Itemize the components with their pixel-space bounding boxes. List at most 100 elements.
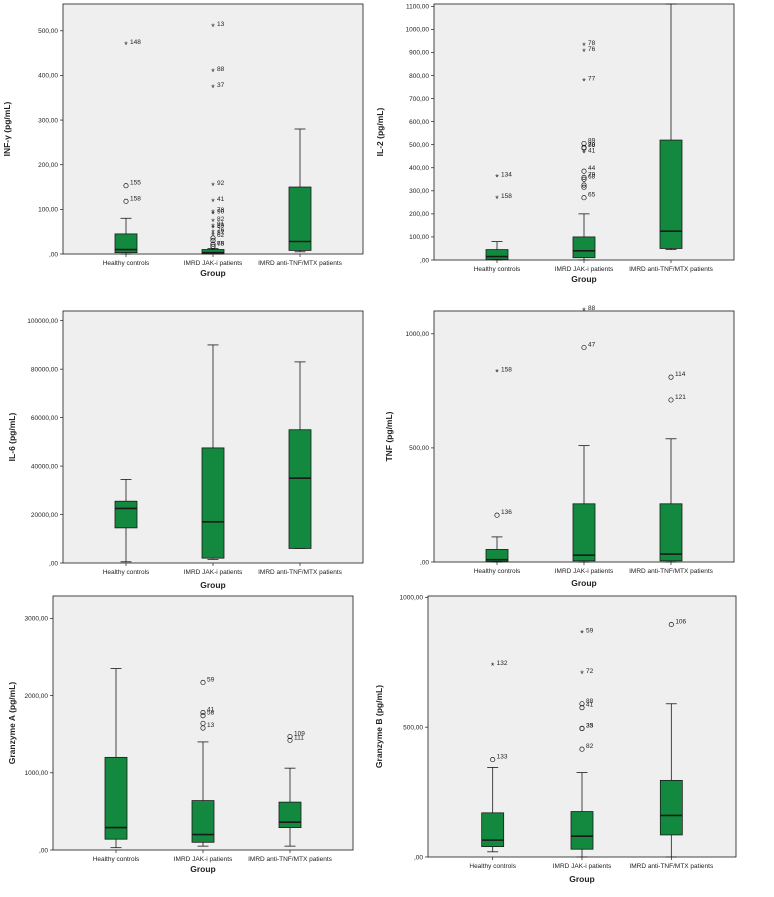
box-iqr [104,756,128,840]
x-category-label: Healthy controls [474,568,521,575]
outlier-label: 88 [586,698,594,705]
outlier-label: 158 [130,195,141,202]
outlier-label: 76 [588,46,596,53]
box-iqr [572,236,596,259]
y-axis-title: INF-γ (pg/mL) [2,101,12,156]
outlier-circle [581,176,587,182]
y-tick-label: 40000,00 [31,463,58,470]
outlier-label: 158 [501,367,512,374]
outlier-star: * [211,208,215,218]
outlier-star: * [582,76,586,86]
y-tick-label: 500,00 [409,445,429,452]
chart-panel-4: ,00 500,00 1000,00 Healthy controls IMRD JAK… [384,305,735,588]
chart-panel-6: ,00 500,00 1000,00 Healthy controls IMRD JAK… [374,595,737,884]
outlier-circle [200,679,206,686]
outlier-label: 65 [588,192,596,199]
x-category-label: Healthy controls [469,863,516,870]
x-category-label: IMRD JAK-i patients [555,568,614,575]
x-category-label: IMRD anti-TNF/MTX patients [629,568,714,575]
outlier-star: * [211,83,215,93]
outlier-circle [200,725,206,731]
outlier-label: 35 [586,722,594,729]
x-category-label: IMRD JAK-i patients [553,863,612,870]
box-1 [114,217,138,255]
box-2 [201,344,225,560]
box-2 [191,741,215,847]
outlier-label: 75 [217,240,225,247]
outlier-label: 13 [207,722,215,729]
box-1 [485,241,509,261]
outlier-label: 148 [130,39,141,46]
y-tick-label: 500,00 [38,28,58,35]
outlier-label: 109 [294,731,305,738]
y-tick-label: 500,00 [403,724,423,731]
outlier-circle [581,145,587,151]
box-2 [570,772,594,858]
outlier-label: 78 [588,40,596,47]
outlier-circle [581,184,587,190]
box-2 [572,213,596,261]
y-tick-label: 1000,00 [406,27,430,34]
outlier-circle [200,713,206,719]
outlier-circle [668,374,674,380]
y-tick-label: ,00 [49,560,58,567]
outlier-label: 62 [217,232,225,239]
y-tick-label: 700,00 [409,96,429,103]
outlier-star: * [211,228,215,238]
y-tick-label: 100,00 [409,234,429,241]
outlier-circle [581,168,587,174]
outlier-circle [287,733,293,740]
y-tick-label: 1000,00 [25,770,49,777]
outlier-label: 58 [207,710,215,717]
box-iqr [659,779,683,836]
outlier-label: 72 [586,668,594,675]
outlier-label: 88 [588,142,596,149]
outlier-label: 44 [588,165,596,172]
box-iqr [659,139,683,249]
outlier-label: 41 [207,707,215,714]
y-tick-label: 800,00 [409,73,429,80]
x-axis-title: Group [200,580,226,590]
chart-panel-3: ,00 20000,00 40000,00 60000,00 80000,00 10000… [7,310,364,590]
box-1 [481,767,505,853]
outlier-circle [210,235,216,241]
outlier-label: 158 [501,193,512,200]
y-tick-label: 600,00 [409,119,429,126]
plot-area [62,3,364,255]
outlier-star: * [124,40,128,50]
outlier-circle [579,746,585,752]
outlier-label: 155 [130,180,141,187]
y-tick-label: 1000,00 [406,331,430,338]
outlier-label: 106 [675,619,686,626]
outlier-label: 37 [217,82,225,89]
box-iqr [201,447,225,559]
outlier-star: * [580,669,584,679]
box-iqr [485,249,509,260]
box-3 [659,703,683,858]
outlier-star: * [491,661,495,671]
outlier-circle [494,512,500,518]
outlier-star: * [582,41,586,51]
box-3 [278,767,302,847]
x-axis-title: Group [190,864,216,874]
y-tick-label: 20000,00 [31,512,58,519]
outlier-label: 59 [207,676,215,683]
box-iqr [570,811,594,850]
box-iqr [114,500,138,529]
outlier-circle [210,241,216,247]
outlier-label: 90 [217,209,225,216]
outlier-star: * [211,222,215,232]
outlier-circle [668,622,674,628]
outlier-circle [581,344,587,351]
y-tick-label: 400,00 [409,165,429,172]
outlier-star: * [211,181,215,191]
box-iqr [572,503,596,562]
outlier-star: * [495,368,499,378]
outlier-star: * [211,210,215,220]
outlier-circle [581,174,587,180]
y-tick-label: 300,00 [409,188,429,195]
x-axis-title: Group [569,874,595,884]
box-iqr [485,549,509,562]
y-tick-label: ,00 [414,854,423,861]
